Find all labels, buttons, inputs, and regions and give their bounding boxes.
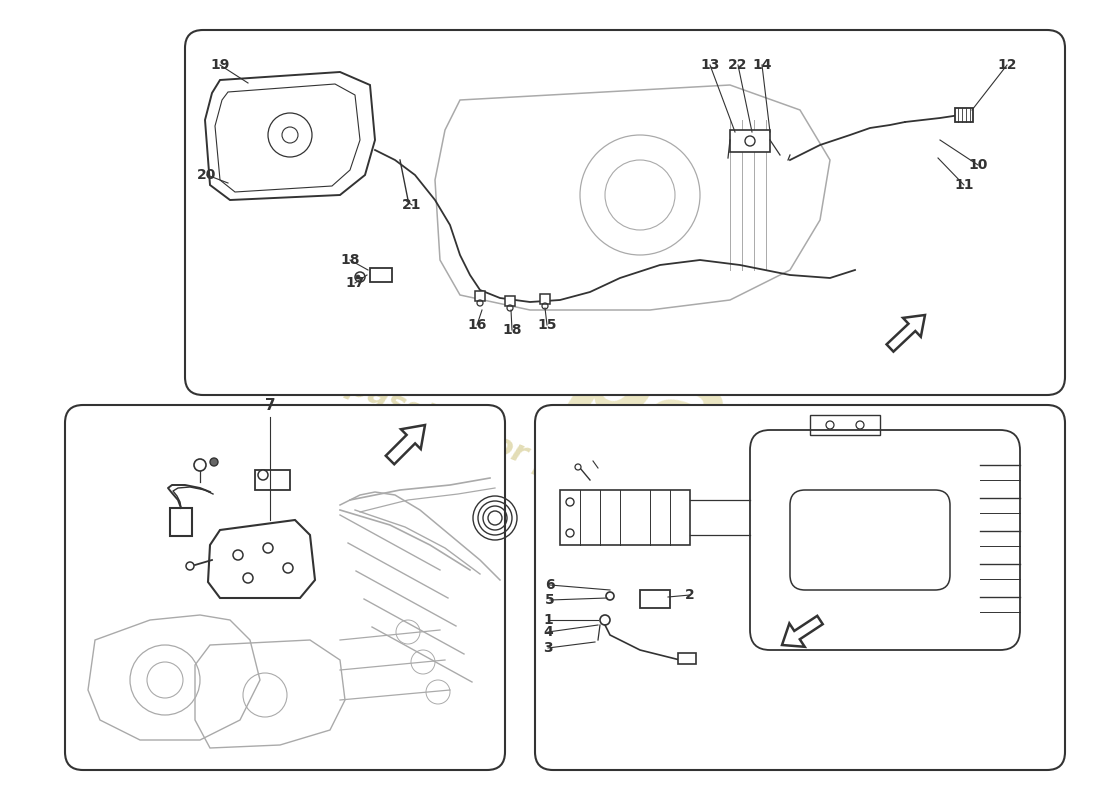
Text: 4: 4 [543,625,553,639]
Circle shape [606,592,614,600]
Text: 14: 14 [752,58,772,72]
Text: a passion for parts since 1985: a passion for parts since 1985 [314,359,806,581]
Text: 19: 19 [210,58,230,72]
Bar [540,294,550,304]
Text: 20: 20 [197,168,217,182]
Circle shape [600,615,610,625]
Bar [255,470,290,490]
Polygon shape [386,425,425,464]
Text: 21: 21 [403,198,421,212]
Text: 2: 2 [685,588,695,602]
Bar [678,653,696,664]
Circle shape [566,529,574,537]
Text: 22: 22 [728,58,748,72]
Circle shape [210,458,218,466]
Text: 13: 13 [701,58,719,72]
Text: 18: 18 [340,253,360,267]
Polygon shape [782,616,823,647]
FancyBboxPatch shape [535,405,1065,770]
Bar [370,268,392,282]
Bar [730,130,770,152]
Text: eurospares: eurospares [234,189,926,551]
Text: 16: 16 [468,318,486,332]
Text: 11: 11 [955,178,974,192]
Bar [475,291,485,301]
Text: 3: 3 [543,641,553,655]
FancyBboxPatch shape [185,30,1065,395]
Polygon shape [208,520,315,598]
Text: 1: 1 [543,613,553,627]
Bar [560,490,690,545]
Text: 5: 5 [546,593,554,607]
Circle shape [258,470,268,480]
Text: 10: 10 [968,158,988,172]
FancyBboxPatch shape [65,405,505,770]
Bar [955,108,974,122]
Bar [810,415,880,435]
Bar [170,508,192,536]
Circle shape [356,275,360,279]
Text: 15: 15 [537,318,557,332]
Circle shape [263,543,273,553]
Text: 6: 6 [546,578,554,592]
Polygon shape [887,315,925,352]
Circle shape [575,464,581,470]
Bar [505,296,515,306]
Bar [640,590,670,608]
Text: 17: 17 [345,276,365,290]
Circle shape [243,573,253,583]
Circle shape [233,550,243,560]
Text: 7: 7 [265,398,275,413]
Circle shape [194,459,206,471]
Circle shape [283,563,293,573]
Text: 18: 18 [503,323,521,337]
Circle shape [186,562,194,570]
Text: 12: 12 [998,58,1016,72]
Circle shape [566,498,574,506]
